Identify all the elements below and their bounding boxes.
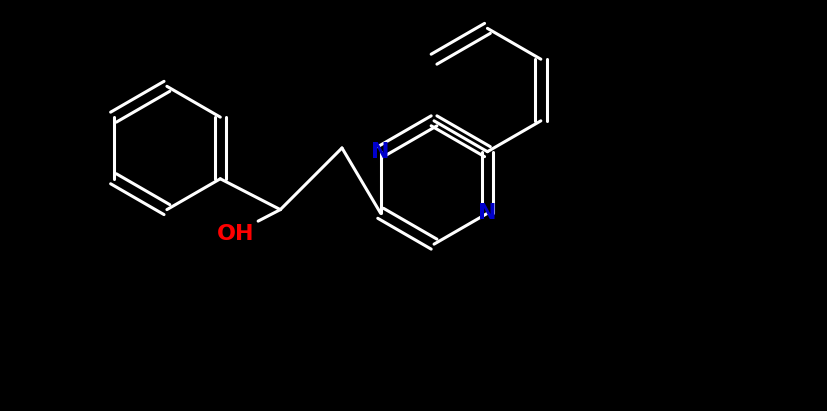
Text: OH: OH bbox=[217, 224, 254, 244]
Text: N: N bbox=[478, 203, 497, 223]
Text: N: N bbox=[371, 142, 390, 162]
